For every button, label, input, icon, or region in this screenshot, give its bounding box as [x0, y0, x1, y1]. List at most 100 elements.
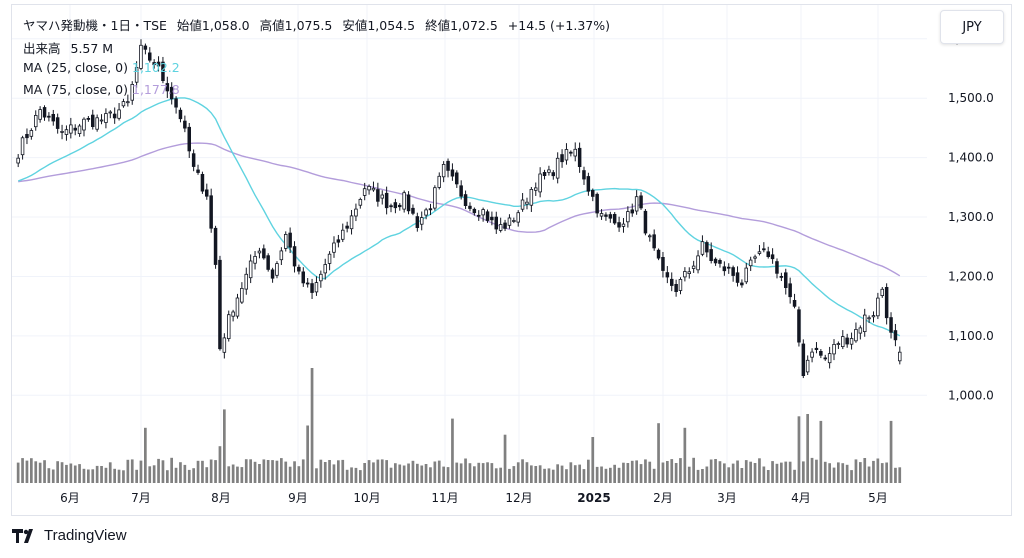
- candle-body: [213, 227, 218, 265]
- volume-bar: [613, 464, 616, 483]
- volume-bar: [872, 460, 875, 483]
- candle-body: [139, 44, 143, 69]
- x-tick-label: 2025: [577, 491, 610, 505]
- volume-bar: [630, 460, 634, 483]
- volume-bar: [135, 469, 138, 483]
- volume-bar: [736, 460, 739, 483]
- candle-body: [770, 254, 775, 260]
- volume-bar: [828, 463, 831, 483]
- volume-bar: [762, 466, 766, 483]
- candle-body: [446, 160, 450, 171]
- volume-bar: [60, 462, 64, 483]
- volume-bar: [758, 458, 761, 483]
- candle-body: [626, 211, 630, 223]
- close-label: 終値: [425, 18, 451, 33]
- candle-body: [147, 52, 152, 61]
- volume-bar: [859, 462, 862, 483]
- currency-button[interactable]: JPY: [940, 10, 1004, 44]
- volume-bar: [573, 465, 577, 483]
- tradingview-branding[interactable]: TradingView: [12, 527, 127, 544]
- volume-bar: [543, 468, 546, 483]
- candle-body: [801, 343, 806, 377]
- volume-bar: [459, 463, 463, 483]
- candle-body: [599, 213, 604, 217]
- volume-bar: [525, 462, 529, 483]
- volume-bar: [560, 465, 564, 483]
- ma25-legend[interactable]: MA (25, close, 0) 1,102.2: [23, 60, 180, 75]
- volume-bar: [692, 457, 695, 483]
- volume-bar: [714, 459, 717, 483]
- volume-bar: [551, 469, 555, 483]
- volume-bar: [473, 466, 476, 483]
- price-chart[interactable]: 1,000.0 1,100.0 1,200.0 1,300.0 1,400.0 1,500…: [12, 5, 1011, 515]
- volume-bar: [332, 464, 336, 483]
- candle-body: [226, 314, 231, 340]
- volume-bar: [652, 468, 656, 483]
- volume-bar: [95, 465, 99, 483]
- candle-body: [371, 187, 376, 191]
- candle-body: [406, 194, 411, 212]
- candle-body: [468, 205, 472, 209]
- branding-text: TradingView: [44, 527, 127, 544]
- volume-bar: [126, 459, 130, 483]
- volume-bar: [275, 460, 279, 483]
- volume-bar: [609, 467, 612, 483]
- candle-body: [854, 328, 858, 342]
- candle-body: [670, 278, 674, 286]
- candle-body: [525, 201, 529, 205]
- candle-body: [380, 194, 384, 199]
- open-label: 始値: [176, 18, 202, 33]
- volume-bar: [183, 464, 187, 483]
- candle-body: [621, 223, 626, 227]
- volume-bar: [810, 457, 814, 483]
- candle-body: [617, 222, 621, 228]
- candle-body: [884, 286, 889, 319]
- ma75-label: MA (75, close, 0): [23, 82, 129, 97]
- volume-bar: [841, 463, 845, 483]
- volume-bar: [161, 460, 165, 483]
- volume-bar: [753, 463, 757, 483]
- volume-bar: [687, 466, 691, 483]
- volume-bar: [876, 458, 880, 483]
- candle-body: [687, 271, 692, 274]
- candle-body: [516, 212, 520, 223]
- candle-body: [209, 195, 213, 229]
- volume-bar: [815, 459, 818, 483]
- candle-body: [25, 133, 29, 139]
- candle-body: [876, 297, 880, 317]
- volume-bar: [547, 468, 551, 483]
- candle-body: [235, 297, 240, 317]
- high-value: 1,075.5: [284, 18, 333, 33]
- candle-body: [64, 129, 69, 135]
- candle-body: [608, 214, 613, 219]
- volume-bar: [271, 460, 274, 483]
- low-label: 安値: [342, 18, 368, 33]
- volume-bar: [701, 469, 704, 483]
- candle-body: [314, 282, 319, 293]
- volume-bar: [797, 416, 801, 483]
- candle-body: [485, 211, 490, 221]
- candle-body: [507, 217, 512, 226]
- ma25-value: 1,102.2: [132, 60, 180, 75]
- volume-bar: [354, 467, 358, 483]
- volume-bar: [696, 469, 700, 483]
- volume-bar: [845, 464, 849, 483]
- candle-body: [463, 194, 468, 207]
- candle-body: [731, 267, 735, 276]
- candle-body: [779, 275, 784, 278]
- candle-body: [639, 195, 643, 209]
- candle-body: [652, 234, 656, 249]
- candle-body: [683, 271, 687, 278]
- candle-body: [832, 343, 836, 355]
- candle-body: [345, 225, 349, 229]
- candle-body: [112, 113, 117, 119]
- ma75-legend[interactable]: MA (75, close, 0) 1,177.8: [23, 82, 180, 97]
- candle-body: [577, 147, 582, 168]
- volume-bar: [306, 425, 309, 483]
- candle-body: [665, 272, 670, 278]
- volume-bar: [301, 459, 305, 483]
- volume-bar: [771, 461, 774, 483]
- candle-body: [762, 248, 766, 251]
- volume-bar: [34, 461, 38, 483]
- candle-body: [55, 117, 60, 129]
